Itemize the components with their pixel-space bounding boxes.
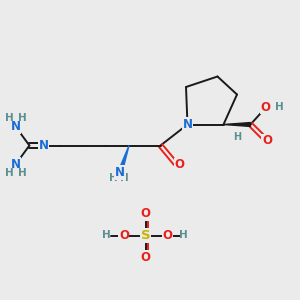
Text: H: H [18,168,27,178]
Text: O: O [119,229,129,242]
Text: H: H [120,173,129,183]
Text: O: O [162,229,172,242]
Polygon shape [224,122,250,127]
Text: H: H [179,230,188,241]
Text: O: O [262,134,272,148]
Text: O: O [174,158,184,172]
Polygon shape [118,146,129,173]
Text: N: N [11,120,21,133]
Text: O: O [260,100,271,114]
Text: H: H [233,131,241,142]
Text: H: H [109,173,118,183]
Text: O: O [140,207,151,220]
Text: N: N [38,139,49,152]
Text: H: H [102,230,111,241]
Text: H: H [18,113,27,123]
Text: H: H [4,168,14,178]
Text: N: N [11,158,21,171]
Text: H: H [275,102,284,112]
Text: S: S [141,229,150,242]
Text: H: H [4,113,14,123]
Text: O: O [140,250,151,264]
Text: N: N [115,166,125,179]
Text: N: N [182,118,193,131]
